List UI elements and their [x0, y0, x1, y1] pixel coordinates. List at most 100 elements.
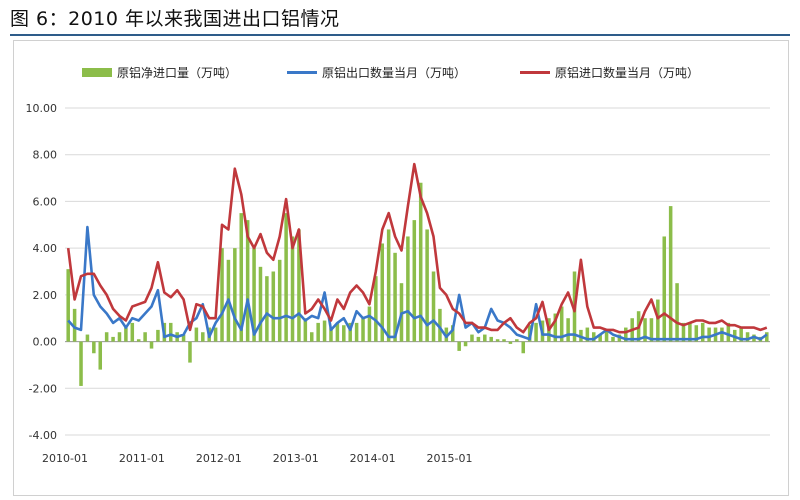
- bar-net-import: [156, 329, 160, 342]
- bar-net-import: [566, 318, 570, 342]
- bar-net-import: [342, 325, 346, 342]
- bar-net-import: [258, 266, 263, 342]
- bar-net-import: [252, 248, 256, 342]
- bar-net-import: [367, 306, 372, 342]
- y-tick-label: -2.00: [29, 382, 57, 395]
- bar-net-import: [463, 341, 468, 347]
- bar-net-import: [239, 213, 244, 342]
- bar-net-import: [374, 276, 378, 342]
- bar-net-import: [559, 306, 564, 342]
- legend-swatch-export: [287, 70, 317, 74]
- bar-net-import: [624, 327, 628, 342]
- bar-net-import: [662, 236, 667, 342]
- bar-net-import: [425, 229, 429, 342]
- bar-net-import: [271, 271, 276, 342]
- bar-net-import: [508, 341, 513, 344]
- bar-net-import: [309, 332, 314, 342]
- bar-net-import: [668, 206, 673, 342]
- y-tick-label: 2.00: [33, 289, 58, 302]
- bar-net-import: [444, 327, 449, 342]
- legend-item-net-import: 原铝净进口量（万吨）: [82, 62, 237, 82]
- legend-label-export: 原铝出口数量当月（万吨）: [322, 65, 467, 80]
- legend-label-net-import: 原铝净进口量（万吨）: [117, 65, 238, 80]
- bar-net-import: [534, 322, 538, 342]
- bar-net-import: [643, 318, 647, 342]
- legend: 原铝净进口量（万吨） 原铝出口数量当月（万吨） 原铝进口数量当月（万吨）: [0, 62, 800, 82]
- bar-net-import: [476, 336, 481, 342]
- bar-net-import: [457, 341, 461, 351]
- bar-net-import: [412, 220, 417, 342]
- bar-net-import: [495, 339, 500, 342]
- bar-net-import: [681, 322, 686, 342]
- legend-swatch-import: [520, 70, 550, 74]
- bar-net-import: [739, 327, 743, 342]
- title-rule: [10, 34, 790, 36]
- bar-net-import: [553, 313, 558, 342]
- bar-net-import: [431, 271, 436, 342]
- bar-net-import: [591, 332, 596, 342]
- bar-net-import: [521, 341, 526, 354]
- x-tick-label: 2014-01: [350, 452, 396, 465]
- bar-net-import: [720, 327, 724, 342]
- bar-net-import: [707, 327, 711, 342]
- bar-net-import: [297, 229, 301, 342]
- bar-net-import: [393, 252, 397, 342]
- bar-net-import: [585, 327, 590, 342]
- bar-net-import: [181, 334, 186, 342]
- bar-net-import: [220, 248, 224, 342]
- bar-net-import: [104, 332, 109, 342]
- bar-net-import: [130, 322, 135, 342]
- bar-net-import: [361, 318, 365, 342]
- bar-net-import: [277, 259, 282, 342]
- bar-net-import: [111, 336, 115, 342]
- legend-item-import: 原铝进口数量当月（万吨）: [520, 62, 699, 82]
- bar-net-import: [92, 341, 96, 354]
- y-tick-label: 4.00: [33, 242, 58, 255]
- bar-net-import: [489, 336, 493, 342]
- bar-net-import: [66, 269, 70, 342]
- bar-net-import: [322, 320, 327, 342]
- bar-net-import: [438, 308, 442, 342]
- bar-net-import: [604, 329, 609, 342]
- legend-label-import: 原铝进口数量当月（万吨）: [555, 65, 700, 80]
- bar-net-import: [418, 182, 423, 342]
- y-tick-label: 8.00: [33, 149, 58, 162]
- bar-net-import: [354, 322, 359, 342]
- bar-net-import: [284, 213, 288, 342]
- bar-net-import: [124, 327, 128, 342]
- bar-net-import: [726, 322, 731, 342]
- bar-net-import: [98, 341, 103, 370]
- bar-net-import: [72, 308, 77, 342]
- bar-net-import: [470, 334, 474, 342]
- bar-net-import: [611, 336, 615, 342]
- bar-net-import: [483, 334, 487, 342]
- bar-net-import: [348, 322, 352, 342]
- bar-net-import: [386, 229, 391, 342]
- bar-net-import: [656, 299, 660, 342]
- bar-net-import: [136, 339, 141, 342]
- x-tick-label: 2010-01: [42, 452, 88, 465]
- bar-net-import: [233, 248, 237, 342]
- x-tick-label: 2015-01: [427, 452, 473, 465]
- bar-net-import: [450, 325, 455, 342]
- bar-net-import: [694, 325, 699, 342]
- bar-net-import: [265, 276, 269, 342]
- bar-net-import: [515, 339, 519, 342]
- bar-net-import: [329, 327, 333, 342]
- bar-net-import: [245, 220, 250, 342]
- bar-net-import: [194, 327, 199, 342]
- bar-net-import: [688, 322, 692, 342]
- line-import: [66, 162, 768, 334]
- legend-item-export: 原铝出口数量当月（万吨）: [287, 62, 466, 82]
- bar-net-import: [502, 339, 506, 342]
- bar-net-import: [380, 243, 385, 342]
- bar-net-import: [149, 341, 154, 349]
- line-export: [67, 225, 768, 341]
- legend-swatch-net-import: [82, 67, 112, 77]
- bar-net-import: [168, 322, 173, 342]
- x-tick-label: 2013-01: [273, 452, 319, 465]
- bar-net-import: [79, 341, 83, 386]
- bar-net-import: [303, 318, 308, 342]
- y-tick-label: -4.00: [29, 429, 57, 442]
